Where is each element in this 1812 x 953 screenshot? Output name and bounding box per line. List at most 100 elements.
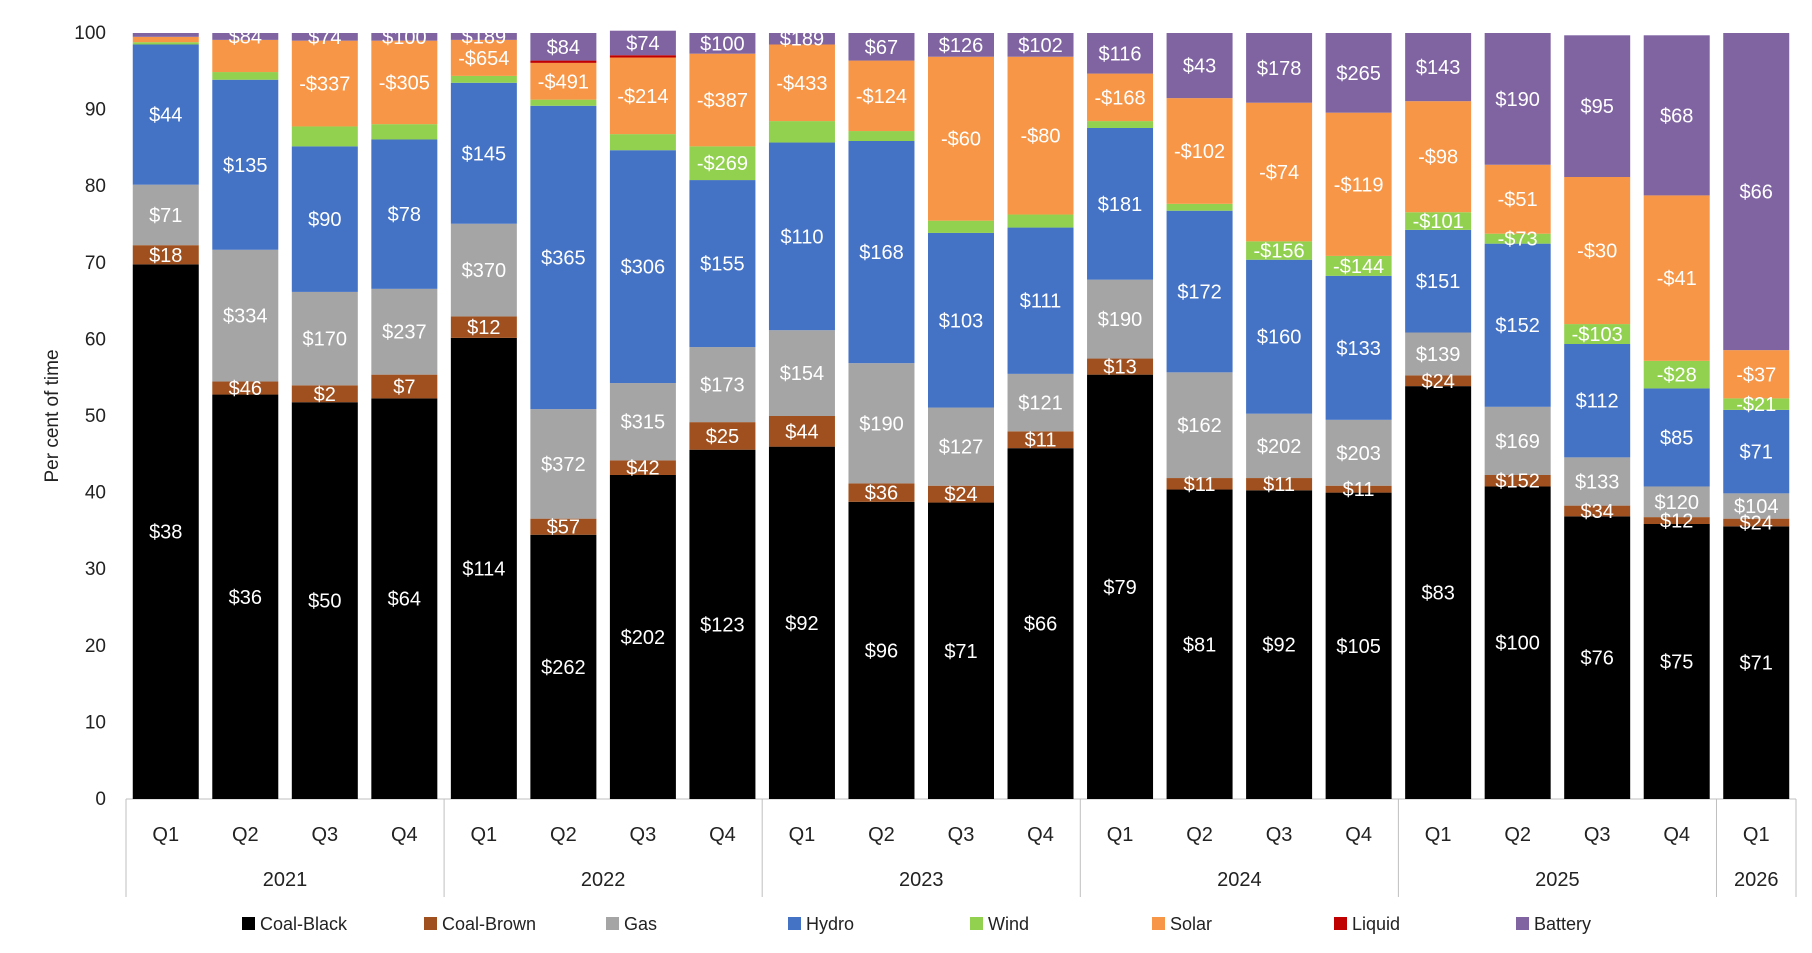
data-label-solar: -$654	[458, 48, 509, 70]
bar-segment-coal-black	[1166, 489, 1233, 799]
bar-segment-wind	[1564, 324, 1631, 344]
bar-segment-hydro	[212, 79, 279, 250]
data-label-coal-black: $38	[149, 522, 182, 544]
data-label-solar: -$74	[1259, 162, 1299, 184]
data-label-wind: -$156	[1254, 241, 1305, 263]
data-label-gas: $120	[1654, 492, 1699, 514]
data-label-gas: $139	[1416, 344, 1461, 366]
bar-segment-coal-brown	[1246, 478, 1313, 491]
data-label-gas: $127	[939, 437, 984, 459]
bar-segment-coal-brown	[768, 416, 835, 447]
data-label-battery: $68	[1660, 105, 1693, 127]
bar-segment-coal-brown	[450, 316, 517, 338]
data-label-coal-brown: $11	[1263, 474, 1295, 496]
bar-segment-hydro	[450, 82, 517, 224]
bar-segment-wind	[530, 99, 597, 106]
bar-segment-wind	[291, 126, 358, 147]
bar-segment-coal-black	[768, 446, 835, 799]
x-tick-label: Q2	[550, 824, 577, 846]
data-label-coal-brown: $18	[149, 245, 182, 267]
bar-segment-coal-black	[848, 501, 915, 799]
legend-label-liquid: Liquid	[1352, 914, 1400, 934]
y-tick-label: 50	[85, 406, 106, 427]
data-label-coal-black: $50	[308, 591, 341, 613]
bar-segment-wind	[1723, 398, 1790, 410]
bar-segment-wind	[132, 42, 199, 45]
bar-segment-liquid	[609, 55, 676, 58]
axis-labels-group: 0 10 20 30 40 50 60 70 80 90 100 Per cent of time Q1…	[42, 23, 1778, 891]
data-label-hydro: $160	[1257, 327, 1302, 349]
data-label-battery: $189	[462, 26, 507, 48]
bar-segment-wind	[450, 75, 517, 83]
bar-segment-battery	[1643, 35, 1710, 196]
data-label-hydro: $172	[1177, 282, 1222, 304]
data-label-battery: $100	[700, 33, 745, 55]
data-label-hydro: $168	[859, 242, 904, 264]
bar-segment-battery	[291, 33, 358, 41]
bar-segment-coal-black	[132, 264, 199, 799]
data-label-hydro: $181	[1098, 194, 1143, 216]
bar-segment-coal-black	[1643, 524, 1710, 799]
bar-segment-gas	[928, 407, 994, 486]
x-group-label: 2023	[899, 869, 944, 891]
bar-segment-hydro	[132, 44, 199, 185]
data-label-coal-black: $81	[1183, 634, 1216, 656]
data-label-hydro: $44	[149, 105, 182, 127]
data-label-battery: $143	[1416, 57, 1461, 79]
bar-segment-solar	[1643, 195, 1710, 361]
bar-segment-solar	[530, 62, 597, 100]
data-label-coal-black: $92	[1262, 635, 1295, 657]
data-label-solar: -$60	[941, 129, 981, 151]
data-label-battery: $66	[1740, 182, 1773, 204]
bar-segment-solar	[848, 60, 915, 132]
data-label-hydro: $78	[388, 204, 421, 226]
x-tick-label: Q3	[311, 824, 338, 846]
data-label-gas: $237	[382, 322, 427, 344]
bar-segment-gas	[132, 184, 199, 246]
bar-segment-hydro	[1007, 227, 1074, 374]
bar-segment-coal-brown	[848, 483, 915, 502]
bar-segment-battery	[1723, 33, 1790, 351]
legend-swatch-gas	[606, 917, 619, 930]
data-label-hydro: $365	[541, 247, 586, 269]
legend-label-solar: Solar	[1170, 914, 1212, 934]
bar-segment-coal-black	[371, 398, 438, 799]
data-label-hydro: $152	[1495, 315, 1540, 337]
data-label-gas: $104	[1734, 496, 1779, 518]
bar-segment-gas	[609, 383, 676, 461]
data-label-coal-brown: $24	[1740, 512, 1773, 534]
bar-segment-gas	[1246, 413, 1313, 479]
bar-segment-liquid	[530, 60, 597, 63]
data-label-solar: -$119	[1334, 174, 1384, 196]
bar-segment-gas	[1643, 486, 1710, 518]
bar-segment-coal-brown	[1325, 485, 1392, 493]
data-label-hydro: $103	[939, 310, 984, 332]
bar-segment-battery	[371, 33, 438, 41]
data-label-gas: $370	[462, 260, 507, 282]
bar-segment-battery	[132, 33, 199, 37]
x-tick-label: Q2	[232, 824, 259, 846]
data-label-coal-black: $76	[1581, 648, 1614, 670]
bar-segment-coal-brown	[132, 245, 199, 265]
x-tick-label: Q1	[1107, 824, 1134, 846]
bar-segment-coal-black	[1564, 516, 1631, 799]
x-tick-label: Q3	[948, 824, 975, 846]
bar-segment-coal-brown	[1564, 505, 1631, 517]
data-label-hydro: $71	[1740, 442, 1773, 464]
bar-segment-coal-brown	[1484, 474, 1551, 487]
bar-segment-coal-black	[1325, 492, 1392, 799]
data-label-coal-brown: $7	[393, 377, 415, 399]
bar-segment-coal-black	[1405, 386, 1472, 799]
data-label-coal-black: $79	[1103, 577, 1136, 599]
bar-segment-hydro	[1643, 388, 1710, 487]
x-tick-label: Q3	[630, 824, 657, 846]
bar-segment-battery	[1325, 33, 1392, 113]
data-label-coal-brown: $12	[467, 317, 500, 339]
data-label-hydro: $112	[1576, 391, 1619, 413]
data-label-gas: $169	[1495, 431, 1540, 453]
data-label-gas: $190	[859, 413, 904, 435]
bar-segment-gas	[1087, 279, 1154, 359]
bar-segment-battery	[450, 33, 517, 40]
data-label-coal-black: $71	[1740, 653, 1773, 675]
data-label-wind: -$269	[697, 153, 748, 175]
